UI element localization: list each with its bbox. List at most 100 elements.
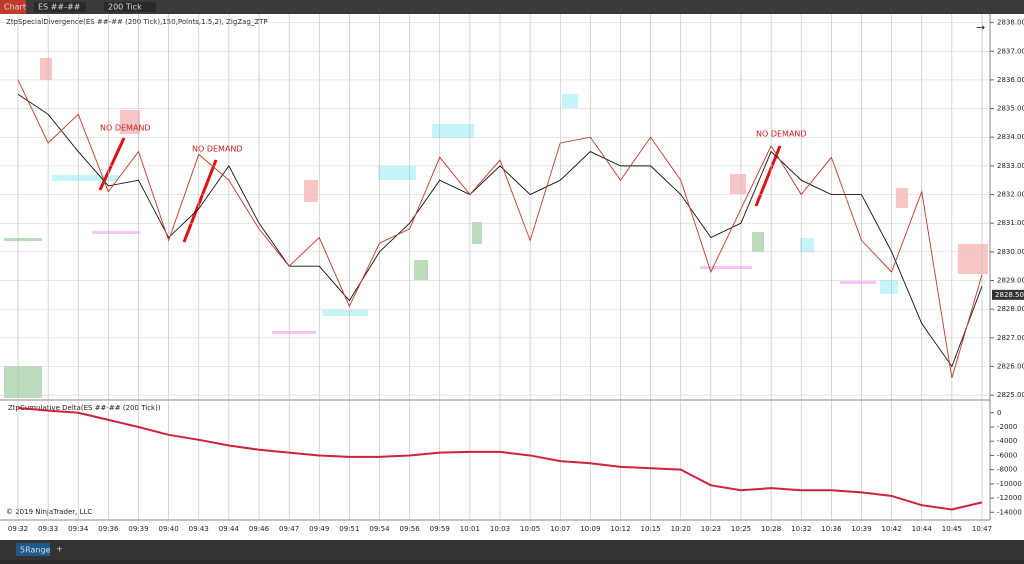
series-line [17,406,983,511]
x-tick-label: 09:49 [309,525,329,533]
x-tick-label: 10:09 [580,525,600,533]
interval: 200 Tick [108,3,142,12]
x-tick-label: 09:36 [98,525,119,533]
annotation: NO DEMAND [756,130,807,139]
x-tick-label: 09:59 [430,525,450,533]
zone [432,124,474,138]
x-tick-label: 10:12 [610,525,630,533]
zone [52,175,118,181]
x-tick-label: 09:43 [189,525,209,533]
x-tick-label: 10:01 [460,525,480,533]
y-tick-label: 2833.00 [997,162,1024,170]
x-tick-label: 09:32 [8,525,28,533]
x-tick-label: 10:44 [912,525,933,533]
zone [800,238,814,252]
zone [880,280,898,294]
y-tick-label: 2831.00 [997,219,1024,227]
series-line [17,79,983,379]
arrow-icon[interactable]: → [976,21,985,34]
x-tick-label: 10:03 [490,525,510,533]
y-tick-label: -4000 [997,437,1017,445]
zone [700,266,752,269]
zone [272,331,316,334]
x-tick-label: 09:33 [38,525,58,533]
zone [414,260,428,280]
zone [40,58,52,80]
x-tick-label: 10:15 [641,525,661,533]
x-tick-label: 10:05 [520,525,540,533]
range-tab-label: 5Range [20,546,51,555]
zone [120,110,140,134]
zone [4,238,42,241]
y-tick-label: 2836.00 [997,76,1024,84]
x-tick-label: 10:07 [550,525,570,533]
zone [4,366,42,398]
x-tick-label: 09:47 [279,525,299,533]
y-tick-label: 0 [997,409,1001,417]
zone [92,231,140,234]
current-price-box [992,289,1024,300]
copyright: © 2019 NinjaTrader, LLC [6,508,92,516]
zone [322,310,368,316]
add-tab[interactable]: + [56,545,63,554]
zone [562,94,578,108]
current-price: 2828.50 [995,291,1024,299]
y-tick-label: -10000 [997,480,1022,488]
y-tick-label: 2825.00 [997,391,1024,399]
y-tick-label: 2837.00 [997,47,1024,55]
toolbar [0,0,1024,14]
x-tick-label: 09:51 [339,525,359,533]
tab-label: Chart [4,3,26,12]
x-tick-label: 10:23 [701,525,721,533]
zone [304,180,318,202]
y-tick-label: 2830.00 [997,248,1024,256]
y-tick-label: 2835.00 [997,105,1024,113]
x-tick-label: 09:54 [369,525,390,533]
y-tick-label: -12000 [997,494,1022,502]
x-tick-label: 10:25 [731,525,751,533]
x-tick-label: 09:34 [68,525,89,533]
x-tick-label: 10:32 [791,525,811,533]
series-line [17,93,983,368]
range-tab[interactable] [16,543,50,556]
x-tick-label: 10:47 [972,525,992,533]
y-tick-label: 2834.00 [997,133,1024,141]
y-tick-label: 2829.00 [997,277,1024,285]
interval-select[interactable] [104,2,156,12]
x-tick-label: 10:39 [851,525,871,533]
x-tick-label: 10:36 [821,525,842,533]
zone [472,222,482,244]
x-tick-label: 09:56 [400,525,421,533]
signal-line [182,159,218,243]
annotation: NO DEMAND [192,145,243,154]
y-tick-label: -8000 [997,466,1017,474]
zone [958,244,988,274]
tab-bar [0,540,1024,560]
y-tick-label: -6000 [997,451,1017,459]
instrument-select[interactable] [34,2,86,12]
price-panel-title: ZtpSpecialDivergence(ES ##-## (200 Tick)… [6,18,268,26]
annotation: NO DEMAND [100,124,151,133]
chart-tab[interactable] [0,0,26,14]
y-tick-label: 2832.00 [997,191,1024,199]
y-tick-label: -2000 [997,423,1017,431]
zone [752,232,764,252]
y-tick-label: -14000 [997,508,1022,516]
y-tick-label: 2838.00 [997,19,1024,27]
x-tick-label: 10:28 [761,525,781,533]
chart-area [0,14,1024,540]
zone [378,166,416,180]
x-tick-label: 09:39 [128,525,148,533]
zones [4,58,988,398]
x-tick-label: 09:46 [249,525,270,533]
x-tick-label: 10:42 [882,525,902,533]
zone [840,281,876,284]
zone [896,188,908,208]
x-tick-label: 09:40 [159,525,179,533]
x-tick-label: 09:44 [219,525,240,533]
y-tick-label: 2827.00 [997,334,1024,342]
zone [730,174,746,194]
instrument: ES ##-## [38,3,81,12]
